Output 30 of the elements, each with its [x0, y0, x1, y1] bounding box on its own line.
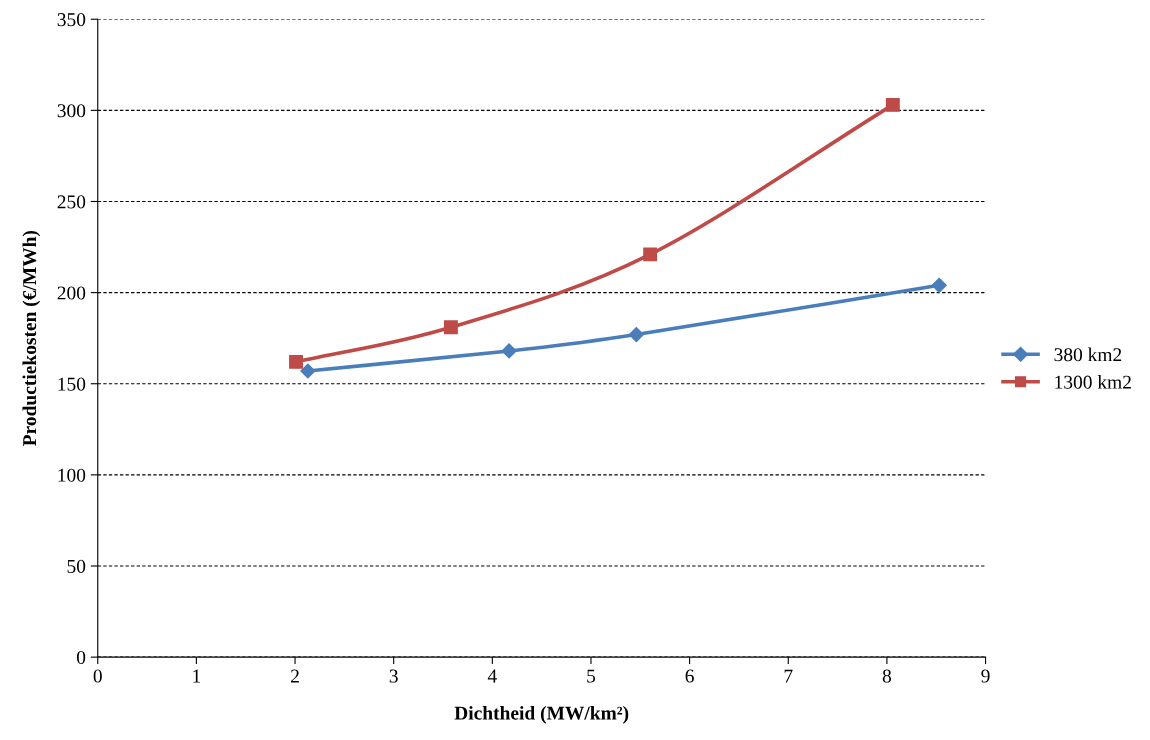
- x-tick-label: 7: [784, 669, 793, 683]
- y-axis-title: Productiekosten (€/MWh): [22, 230, 41, 446]
- y-tick-label: 250: [57, 195, 86, 209]
- x-tick-label: 6: [685, 669, 694, 683]
- x-tick-label: 1: [193, 669, 201, 683]
- x-tick-label: 0: [93, 669, 102, 683]
- point: [300, 363, 316, 379]
- y-tick-label: 50: [67, 559, 86, 573]
- point: [931, 277, 947, 293]
- x-tick-label: 5: [587, 669, 596, 683]
- y-tick-label: 200: [57, 286, 86, 300]
- point: [628, 326, 644, 343]
- x-tick-label: 4: [487, 669, 497, 683]
- y-tick-label: 150: [58, 377, 86, 391]
- point: [643, 247, 658, 262]
- y-tick-label: 350: [57, 13, 86, 27]
- x-tick-label: 9: [981, 669, 990, 683]
- x-tick-label: 3: [389, 669, 398, 683]
- y-tick-label: 100: [58, 468, 86, 482]
- point: [289, 354, 303, 369]
- y-tick-label: 300: [57, 104, 86, 118]
- y-tick-label: 0: [76, 650, 86, 665]
- x-tick-label: 8: [882, 669, 892, 683]
- point: [885, 97, 900, 112]
- legend-label: 1300 km2: [1055, 375, 1131, 389]
- x-axis-title: Dichtheid (MW/km²): [454, 706, 629, 724]
- x-tick-label: 2: [291, 669, 299, 683]
- point: [501, 343, 517, 359]
- legend-label: 380 km2: [1054, 347, 1122, 362]
- point: [443, 320, 458, 335]
